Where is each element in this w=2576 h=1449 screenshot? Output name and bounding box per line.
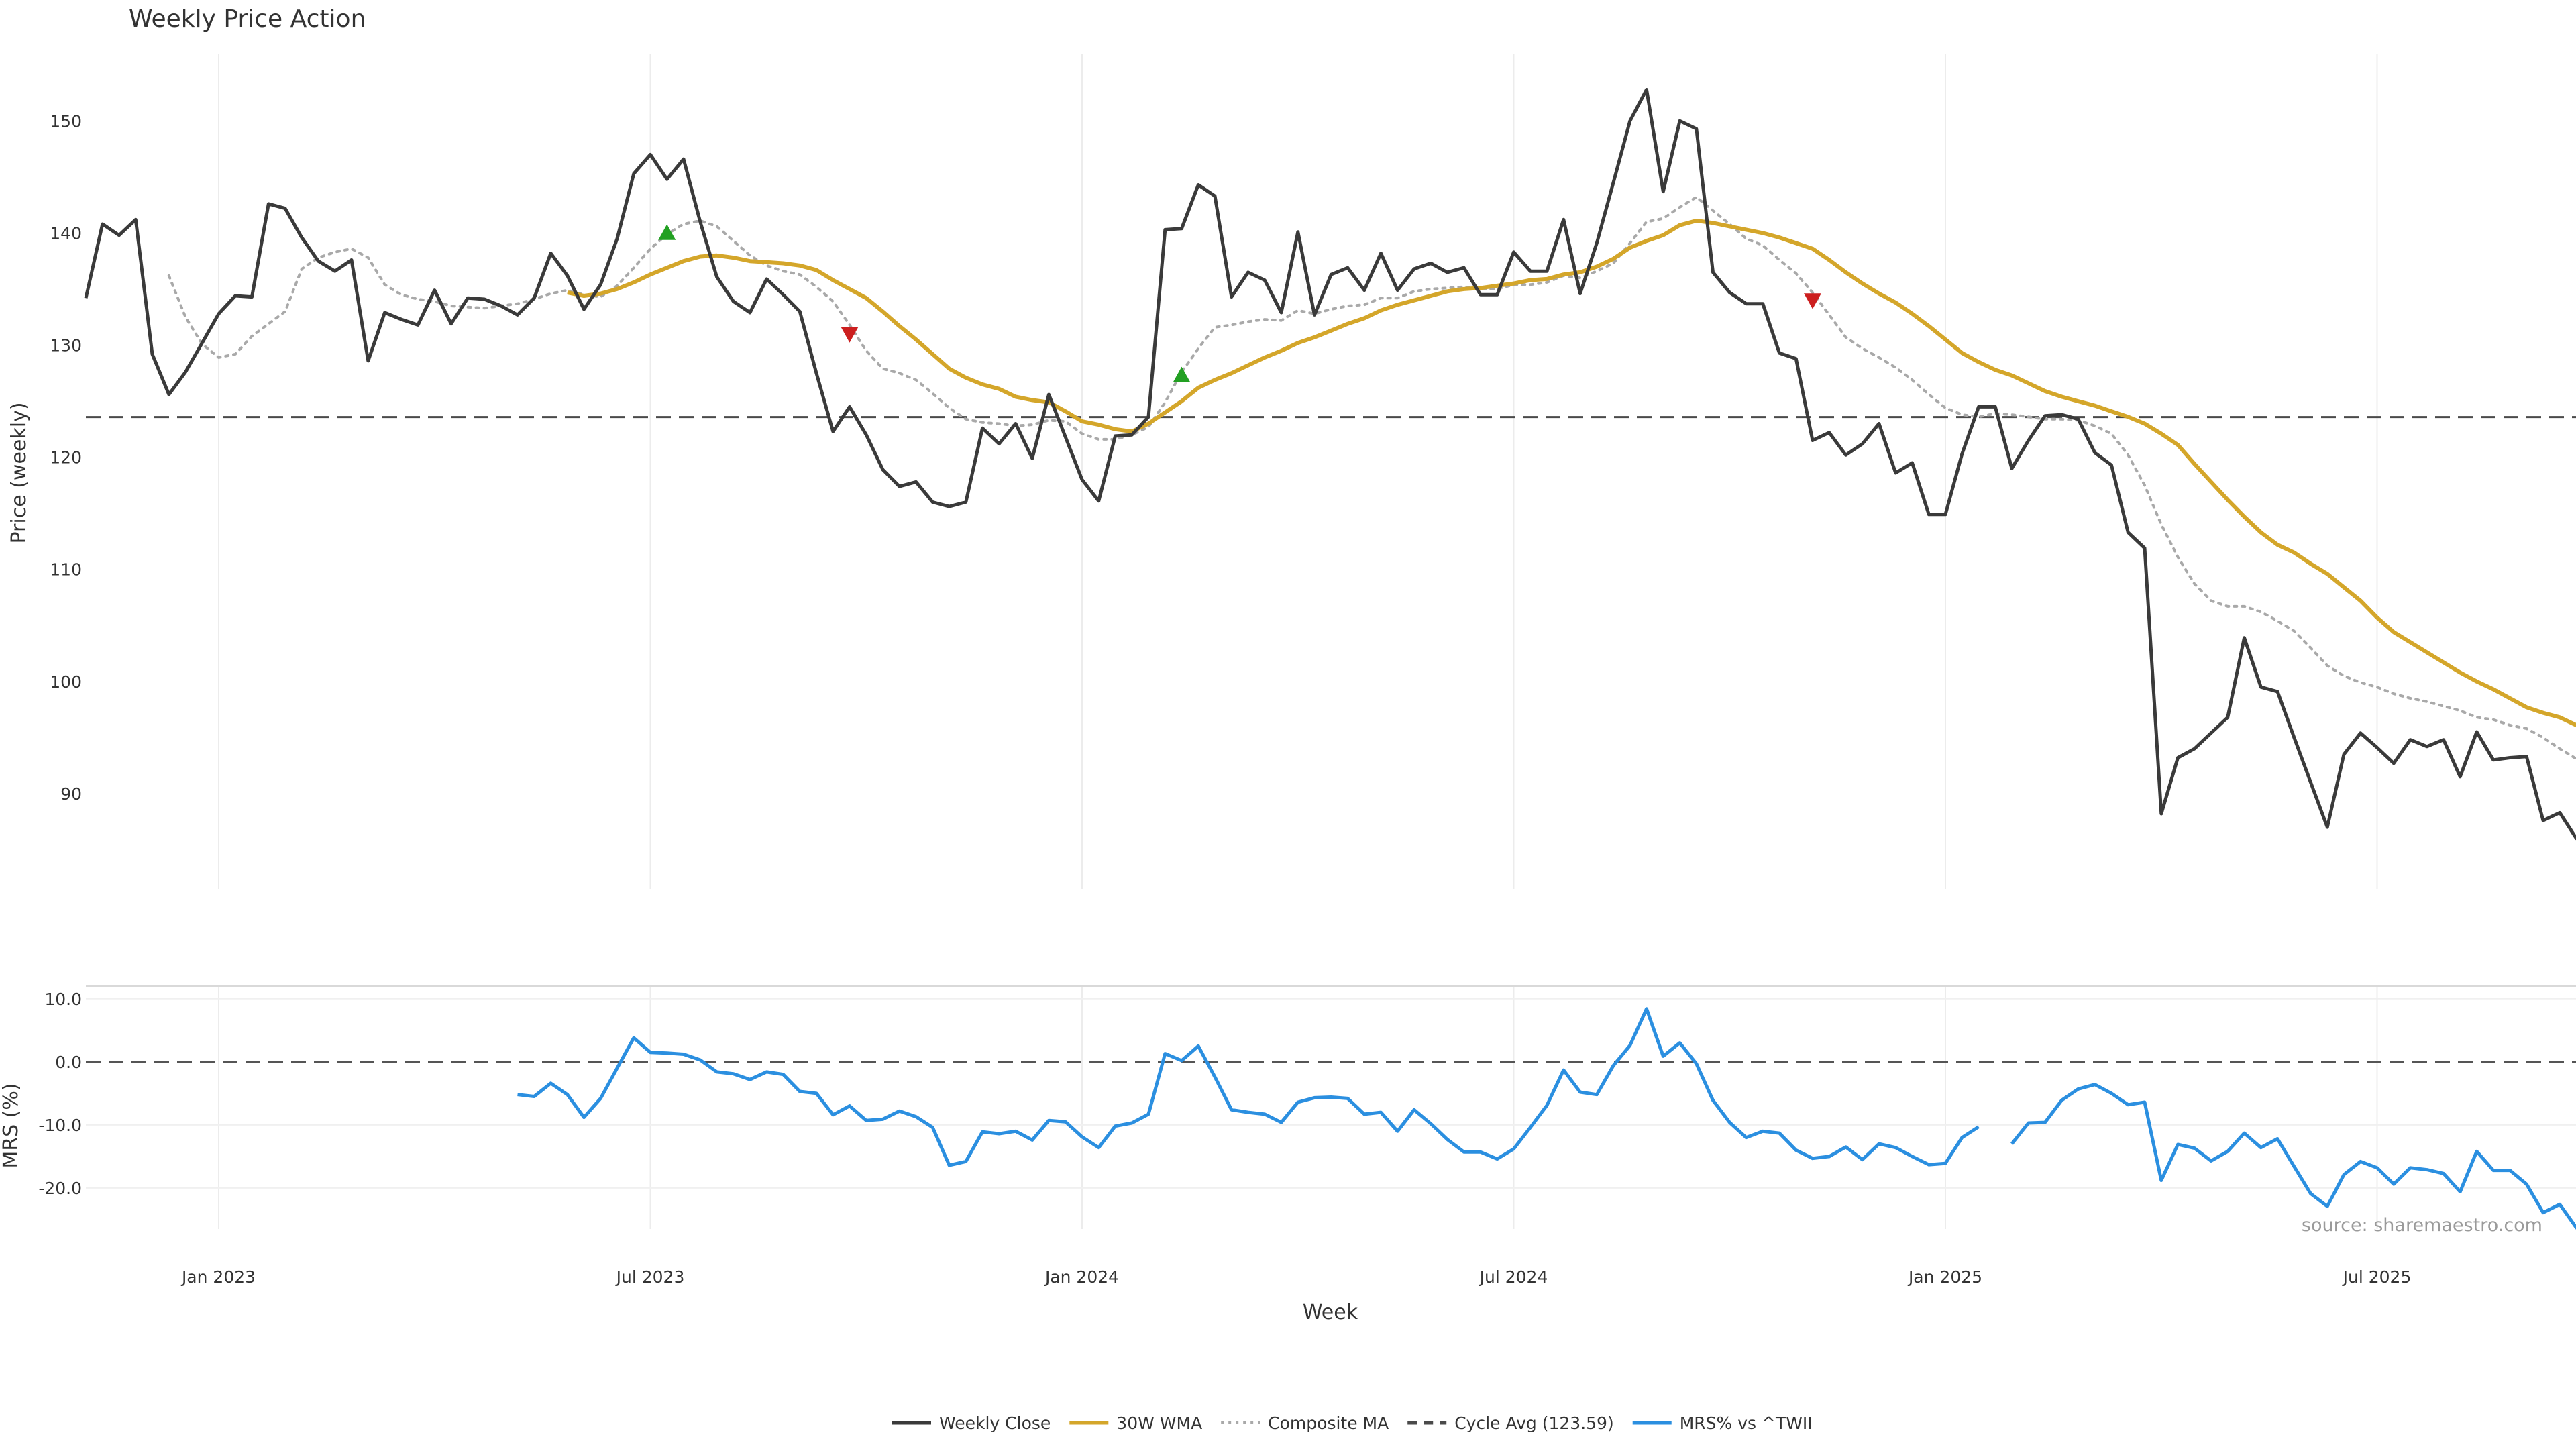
price-y-tick-label: 130 [50, 335, 82, 355]
source-note: source: sharemaestro.com [2302, 1215, 2542, 1236]
legend: Weekly Close 30W WMA Composite MA Cycle Avg… [892, 1413, 1813, 1433]
price-y-tick-label: 110 [50, 560, 82, 580]
mrs-y-axis-label: MRS (%) [0, 1083, 23, 1168]
price-y-axis-label: Price (weekly) [7, 402, 31, 543]
series-30w-wma [567, 219, 2576, 728]
x-tick-label: Jan 2025 [1907, 1267, 1982, 1287]
x-tick-label: Jan 2024 [1044, 1267, 1119, 1287]
series-weekly-close [84, 88, 2576, 841]
series-mrs-vs-twii [517, 1007, 1980, 1167]
x-tick-label: Jul 2023 [615, 1267, 685, 1287]
sell-signal-marker [841, 327, 859, 343]
price-y-tick-label: 120 [50, 448, 82, 468]
buy-signal-marker [658, 224, 676, 240]
x-tick-label: Jan 2023 [180, 1267, 256, 1287]
series-composite-ma [167, 195, 2576, 761]
mrs-y-tick-label: 10.0 [44, 989, 82, 1009]
legend-label: Weekly Close [939, 1413, 1051, 1433]
price-y-tick-label: 140 [50, 223, 82, 243]
price-y-tick-label: 90 [60, 784, 82, 804]
chart-title: Weekly Price Action [129, 5, 366, 33]
price-y-tick-label: 100 [50, 672, 82, 692]
buy-signal-marker [1173, 366, 1191, 383]
legend-label: Cycle Avg (123.59) [1454, 1413, 1614, 1433]
x-tick-label: Jul 2025 [2342, 1267, 2412, 1287]
legend-label: 30W WMA [1116, 1413, 1202, 1433]
series-mrs-vs-twii [2010, 1083, 2576, 1230]
x-tick-label: Jul 2024 [1479, 1267, 1548, 1287]
mrs-y-tick-label: -20.0 [38, 1179, 82, 1198]
x-axis-label: Week [1303, 1301, 1358, 1324]
price-y-tick-label: 150 [50, 111, 82, 131]
mrs-y-tick-label: 0.0 [55, 1053, 82, 1072]
legend-label: MRS% vs ^TWII [1680, 1413, 1813, 1433]
mrs-y-tick-label: -10.0 [38, 1116, 82, 1135]
sell-signal-marker [1804, 293, 1821, 309]
legend-label: Composite MA [1268, 1413, 1389, 1433]
